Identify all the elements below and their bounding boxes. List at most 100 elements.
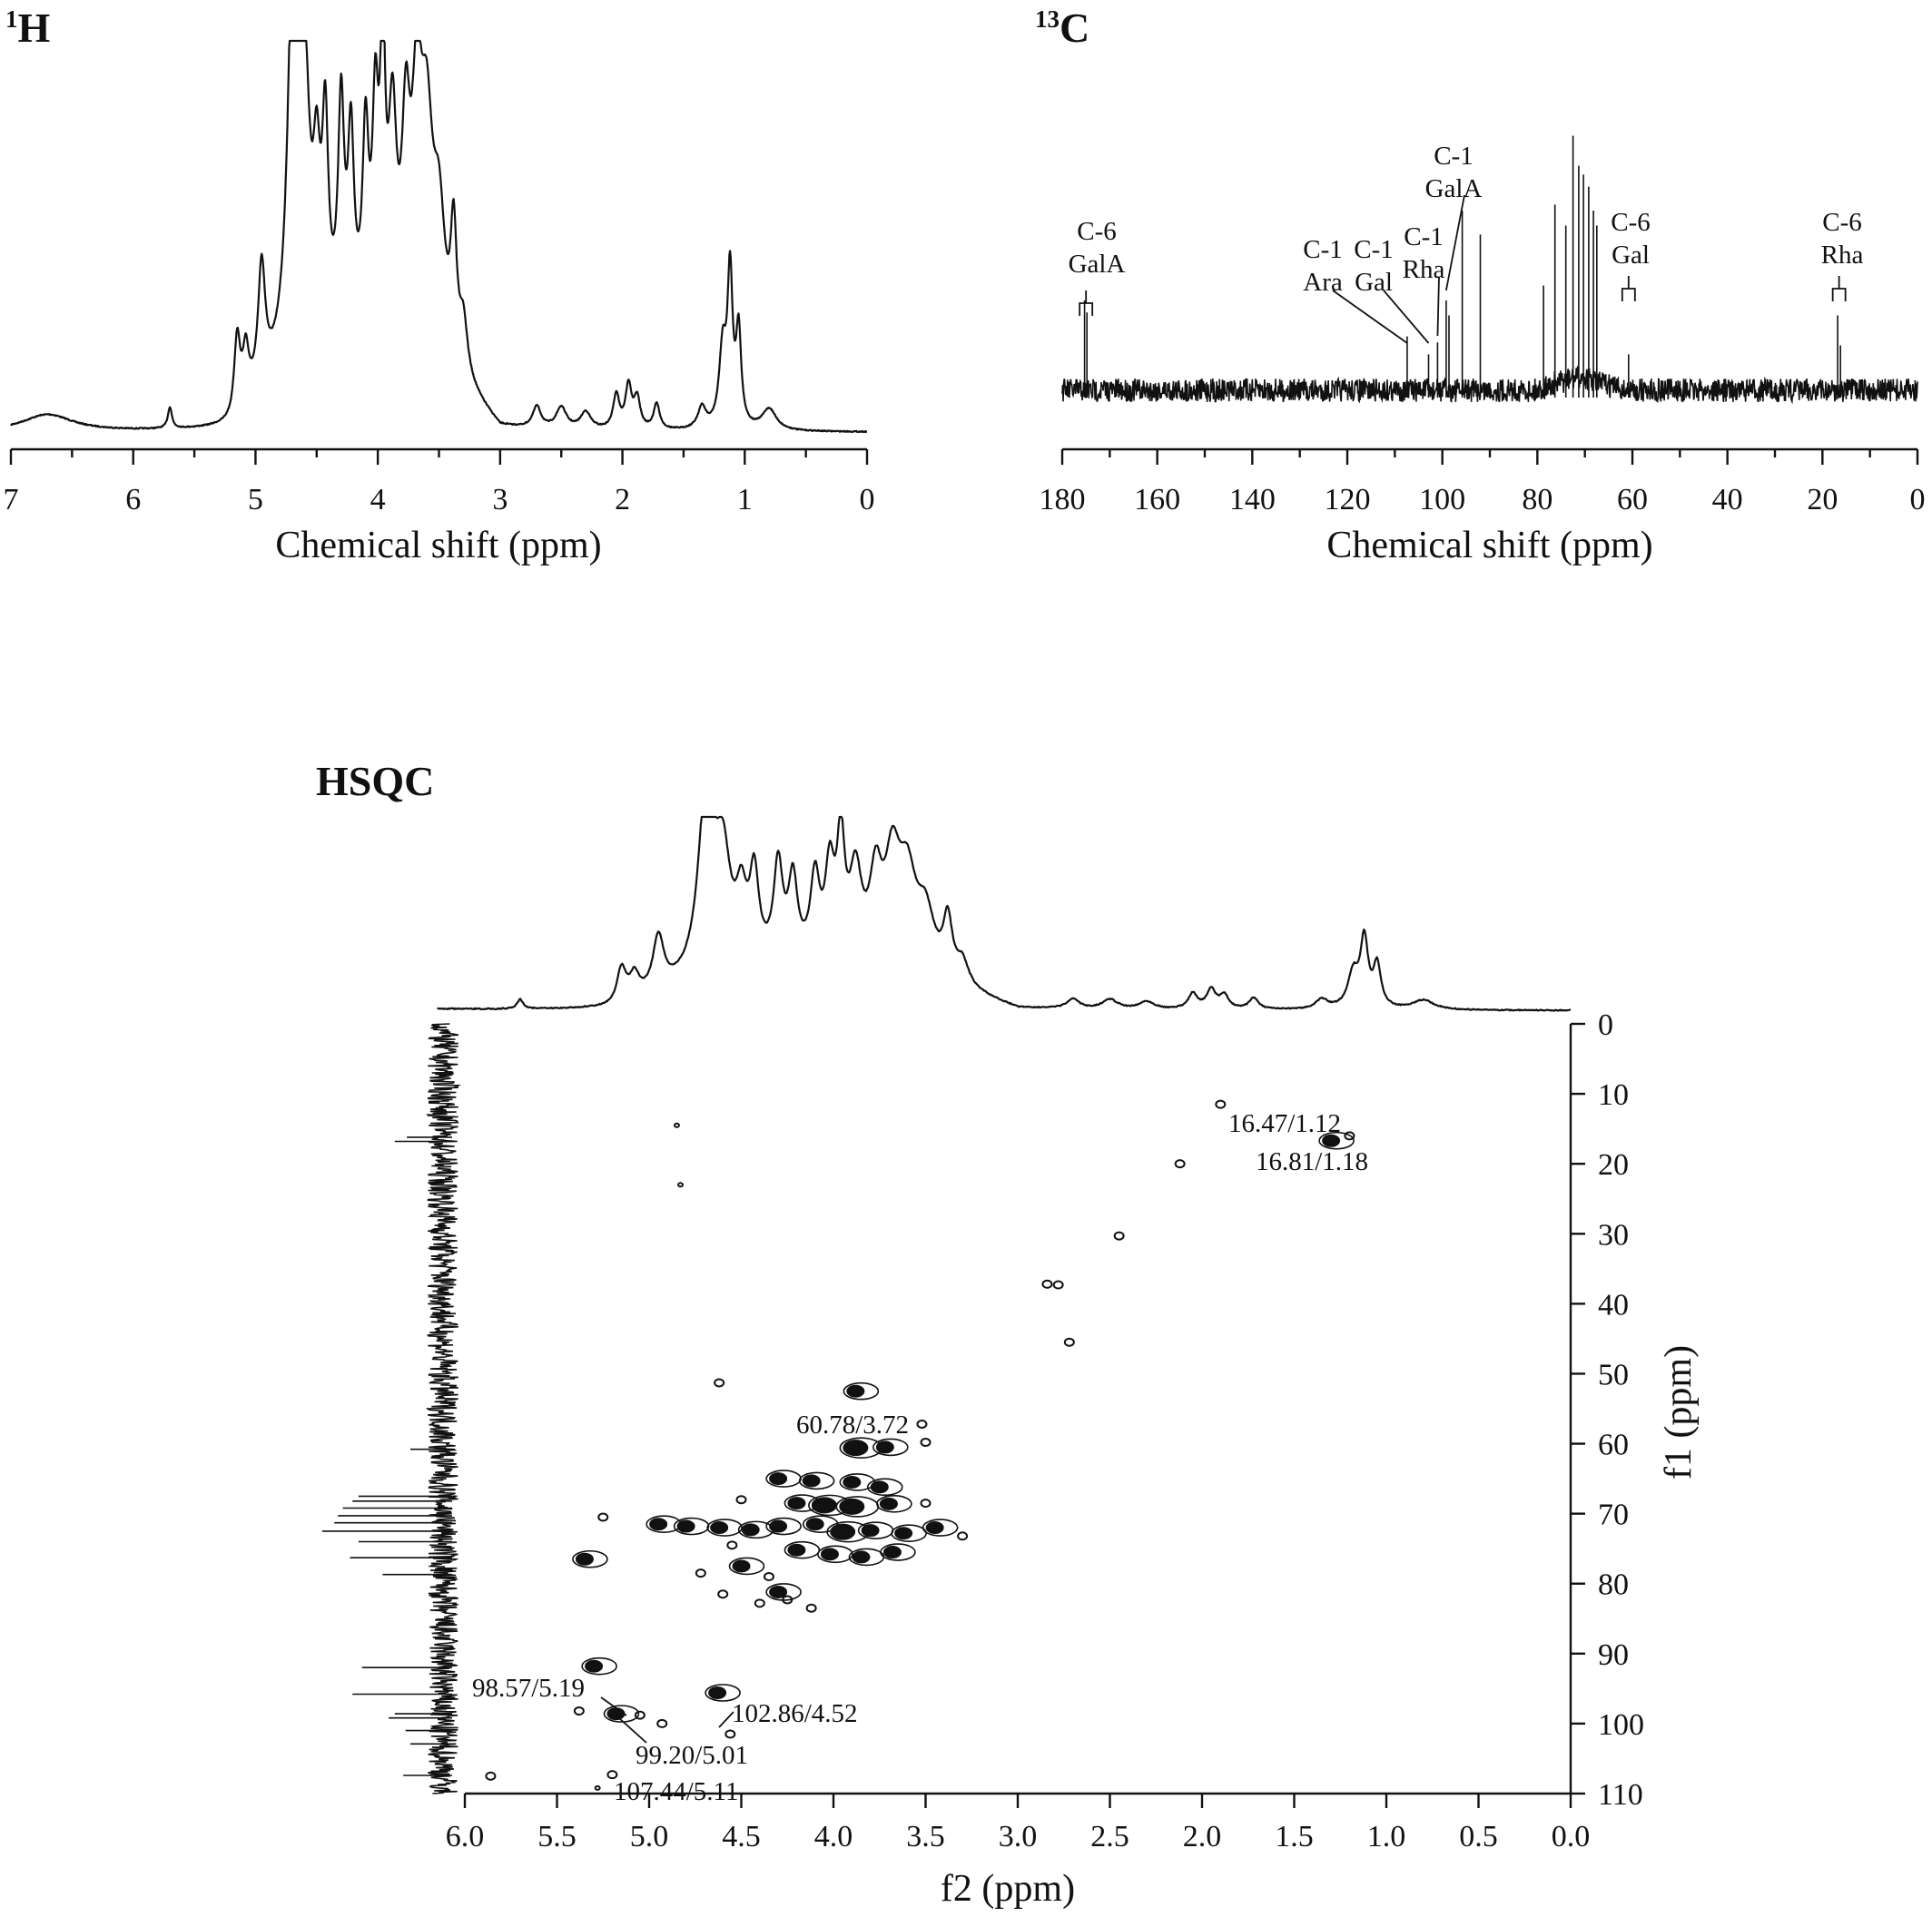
hsqc-contour [695,1568,706,1578]
hsqc-x-tick-label: 2.5 [1090,1820,1129,1853]
hsqc-contour [811,1497,837,1514]
c13-annotation-label: C-6 Rha [1821,208,1864,270]
hsqc-contour [846,1384,865,1398]
hsqc-contour-ring [765,1517,802,1536]
c13-annotation-leader [1332,290,1408,344]
hsqc-contour-ring [872,1438,909,1457]
c13-annotation-label: C-1 Ara [1303,235,1343,297]
hsqc-contour-ring [572,1549,608,1568]
h1-x-tick-label: 4 [370,483,386,516]
c13-x-tick-label: 120 [1325,483,1371,516]
c13-x-tick-label: 100 [1419,483,1465,516]
h1-x-tick-label: 6 [125,483,141,516]
hsqc-x-tick-label: 0.5 [1459,1820,1498,1853]
c13-annotation-leader [1444,194,1465,291]
c13-x-tick-label: 60 [1617,483,1648,516]
c13-x-tick-label: 160 [1134,483,1180,516]
hsqc-contour [735,1495,747,1505]
hsqc-1h-projection [437,815,1572,1012]
hsqc-cross-peak-label: 102.86/4.52 [732,1699,858,1728]
c13-title-main: C [1060,5,1089,51]
hsqc-panel-title: HSQC [316,758,434,804]
hsqc-y-tick-label: 110 [1598,1778,1643,1812]
hsqc-contour [843,1440,869,1457]
hsqc-cross-peak-label: 99.20/5.01 [636,1741,748,1770]
c13-annotation-bracket [1621,276,1636,301]
c13-annotation-line: Rha [1821,241,1864,270]
h1-x-tick-label: 5 [248,483,263,516]
hsqc-contour-ring [866,1478,903,1497]
c13-annotation-line: GalA [1425,174,1483,203]
c13-annotation-line: Gal [1355,268,1393,297]
hsqc-x-axis-label: f2 (ppm) [941,1868,1075,1910]
hsqc-contour [656,1718,668,1728]
c13-title-sup: 13 [1035,5,1060,33]
hsqc-contour [710,1521,729,1535]
hsqc-contour [852,1550,871,1564]
hsqc-contour-ring [705,1684,741,1702]
hsqc-contour [673,1122,680,1128]
hsqc-contour [787,1543,806,1557]
c13-annotation-label: C-1 Gal [1354,235,1394,297]
hsqc-contour-ring [802,1515,839,1533]
hsqc-y-tick-label: 30 [1598,1218,1629,1252]
hsqc-contour [925,1521,944,1535]
hsqc-contour [1215,1099,1227,1109]
hsqc-cross-peak-label: 107.44/5.11 [614,1777,738,1806]
hsqc-label-leader [618,1717,647,1744]
hsqc-contour-ring [603,1705,640,1723]
hsqc-contour [649,1518,668,1531]
hsqc-contour [754,1598,765,1608]
hsqc-x-tick-label: 0.0 [1552,1820,1591,1853]
hsqc-contour-ring [798,1471,835,1490]
hsqc-y-tick-label: 60 [1598,1429,1629,1462]
hsqc-cross-peak-label: 16.47/1.12 [1228,1109,1341,1138]
hsqc-contour [732,1559,751,1573]
h1-title-main: H [18,5,51,51]
hsqc-contour [763,1572,774,1582]
h1-x-tick-label: 2 [615,483,630,516]
hsqc-contour-ring [843,1381,880,1401]
c13-x-axis-label: Chemical shift (ppm) [1326,525,1652,566]
hsqc-x-tick-label: 1.0 [1367,1820,1406,1853]
hsqc-contour [894,1527,913,1540]
hsqc-x-tick-label: 2.0 [1183,1820,1222,1853]
hsqc-x-tick-label: 4.5 [722,1820,761,1853]
hsqc-contour [575,1552,594,1566]
hsqc-contour [708,1686,727,1699]
c13-spectrum-line [1061,135,1918,405]
hsqc-y-tick-label: 40 [1598,1288,1629,1322]
hsqc-x-tick-label: 4.0 [814,1820,853,1853]
hsqc-contour [1322,1134,1341,1147]
c13-annotation-line: C-6 [1077,217,1117,246]
hsqc-contour [870,1480,889,1494]
hsqc-contour [606,1707,626,1721]
hsqc-contour [820,1548,839,1561]
hsqc-contour-ring [876,1495,912,1513]
hsqc-x-tick-label: 3.5 [906,1820,945,1853]
hsqc-y-tick-label: 70 [1598,1499,1629,1532]
c13-annotation-bracket [1079,290,1094,316]
c13-annotation-leader [1436,276,1440,337]
hsqc-cross-peak-label: 60.78/3.72 [796,1411,909,1440]
hsqc-contour [594,1784,601,1791]
hsqc-x-ticks: 6.0 5.5 5.0 4.5 4.0 3.5 3.0 2.5 2.0 1.5 1.0 0.5 0.0 [446,1794,1591,1853]
hsqc-contour [741,1523,760,1537]
c13-annotation-label: C-1 Rha [1403,222,1445,284]
hsqc-contour [802,1474,821,1488]
hsqc-contour [920,1438,932,1448]
c13-x-tick-label: 20 [1807,483,1838,516]
hsqc-contour [769,1585,788,1598]
hsqc-label-leader [718,1711,734,1728]
hsqc-contour [717,1589,729,1599]
hsqc-y-ticks: 0 10 20 30 40 50 60 70 80 90 100 110 [1571,1008,1644,1812]
hsqc-contour [882,1546,902,1559]
hsqc-contour [916,1419,928,1429]
c13-x-tick-label: 0 [1910,483,1926,516]
hsqc-contour [606,1770,618,1780]
hsqc-contour [1052,1280,1064,1290]
h1-x-tick-label: 0 [860,483,875,516]
hsqc-contour [726,1540,738,1550]
